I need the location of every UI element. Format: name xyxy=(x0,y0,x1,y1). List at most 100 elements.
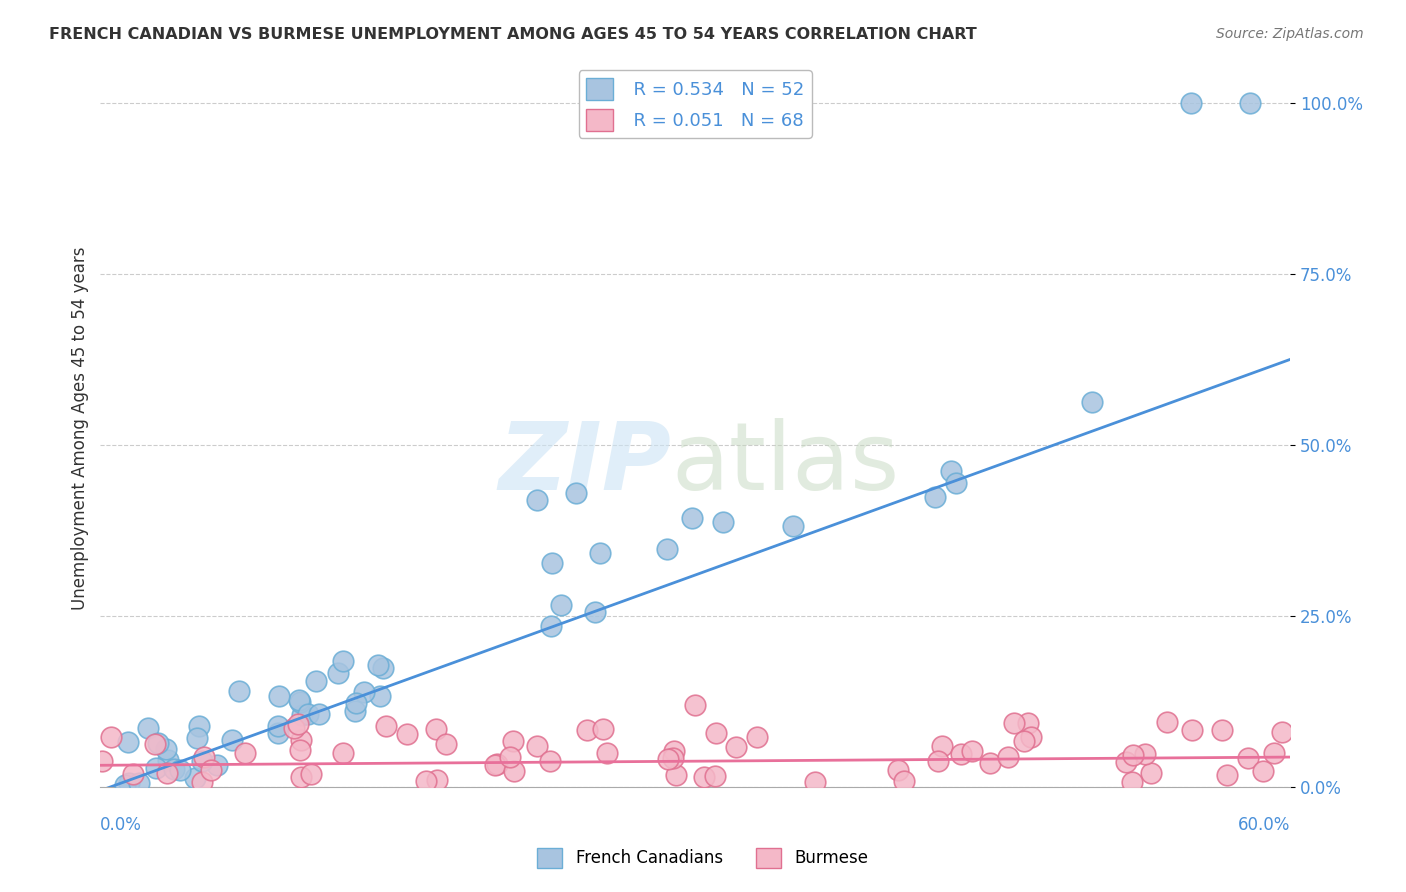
Point xyxy=(592,723,614,737)
Point xyxy=(1237,751,1260,765)
Text: 0.0%: 0.0% xyxy=(100,816,142,834)
Point xyxy=(526,492,548,507)
Point xyxy=(91,754,114,768)
Point xyxy=(565,486,588,500)
Point xyxy=(502,764,524,779)
Point xyxy=(434,737,457,751)
Point xyxy=(396,727,419,741)
Point xyxy=(1140,765,1163,780)
Point xyxy=(1253,764,1275,778)
Point xyxy=(283,721,305,735)
Text: ZIP: ZIP xyxy=(499,417,672,510)
Point xyxy=(949,747,972,762)
Point xyxy=(893,774,915,789)
Point xyxy=(425,722,447,736)
Point xyxy=(703,769,725,783)
Point xyxy=(191,775,214,789)
Point xyxy=(100,730,122,744)
Point xyxy=(122,766,145,780)
Text: Source: ZipAtlas.com: Source: ZipAtlas.com xyxy=(1216,27,1364,41)
Point xyxy=(804,774,827,789)
Point xyxy=(267,719,290,733)
Point xyxy=(344,696,367,710)
Point xyxy=(183,772,205,786)
Point xyxy=(1002,716,1025,731)
Point xyxy=(290,695,312,709)
Point xyxy=(305,673,328,688)
Point xyxy=(114,778,136,792)
Point xyxy=(233,747,256,761)
Point xyxy=(297,707,319,722)
Point xyxy=(1271,725,1294,739)
Point xyxy=(146,735,169,749)
Point xyxy=(711,515,734,529)
Legend:   R = 0.534   N = 52,   R = 0.051   N = 68: R = 0.534 N = 52, R = 0.051 N = 68 xyxy=(579,70,811,138)
Point xyxy=(665,768,688,782)
Point xyxy=(683,698,706,712)
Point xyxy=(190,755,212,769)
Point xyxy=(188,719,211,733)
Point xyxy=(1263,746,1285,760)
Point xyxy=(662,744,685,758)
Point xyxy=(538,754,561,768)
Point xyxy=(288,743,311,757)
Point xyxy=(332,746,354,760)
Point xyxy=(228,684,250,698)
Point xyxy=(290,770,312,784)
Point xyxy=(205,757,228,772)
Point xyxy=(550,598,572,612)
Point xyxy=(370,689,392,703)
Point xyxy=(589,546,612,560)
Text: FRENCH CANADIAN VS BURMESE UNEMPLOYMENT AMONG AGES 45 TO 54 YEARS CORRELATION CH: FRENCH CANADIAN VS BURMESE UNEMPLOYMENT … xyxy=(49,27,977,42)
Point xyxy=(484,758,506,772)
Point xyxy=(1122,747,1144,762)
Point xyxy=(1081,394,1104,409)
Point xyxy=(155,766,177,780)
Point xyxy=(540,556,562,570)
Point xyxy=(163,762,186,776)
Point xyxy=(502,734,524,748)
Point xyxy=(128,776,150,790)
Legend: French Canadians, Burmese: French Canadians, Burmese xyxy=(531,841,875,875)
Point xyxy=(290,733,312,747)
Point xyxy=(1021,730,1043,744)
Point xyxy=(186,731,208,745)
Point xyxy=(287,717,309,731)
Point xyxy=(1133,747,1156,762)
Point xyxy=(156,753,179,767)
Point xyxy=(136,721,159,735)
Point xyxy=(117,735,139,749)
Text: 60.0%: 60.0% xyxy=(1237,816,1291,834)
Point xyxy=(499,750,522,764)
Point xyxy=(782,518,804,533)
Point xyxy=(931,739,953,753)
Point xyxy=(1211,723,1233,738)
Point xyxy=(155,742,177,756)
Point xyxy=(960,744,983,758)
Point xyxy=(724,739,747,754)
Point xyxy=(332,654,354,668)
Point xyxy=(704,726,727,740)
Point xyxy=(118,776,141,790)
Point xyxy=(1181,723,1204,737)
Point xyxy=(945,476,967,491)
Point xyxy=(308,707,330,722)
Point xyxy=(200,763,222,777)
Point xyxy=(145,762,167,776)
Point xyxy=(1017,716,1039,731)
Point xyxy=(1180,95,1202,110)
Point xyxy=(1216,768,1239,782)
Point xyxy=(979,756,1001,770)
Point xyxy=(526,739,548,753)
Point xyxy=(353,684,375,698)
Point xyxy=(193,749,215,764)
Point xyxy=(367,658,389,673)
Point xyxy=(1115,756,1137,770)
Point xyxy=(415,774,437,789)
Point xyxy=(143,737,166,751)
Point xyxy=(288,693,311,707)
Text: atlas: atlas xyxy=(672,417,900,510)
Point xyxy=(1121,774,1143,789)
Point xyxy=(583,605,606,619)
Point xyxy=(681,511,703,525)
